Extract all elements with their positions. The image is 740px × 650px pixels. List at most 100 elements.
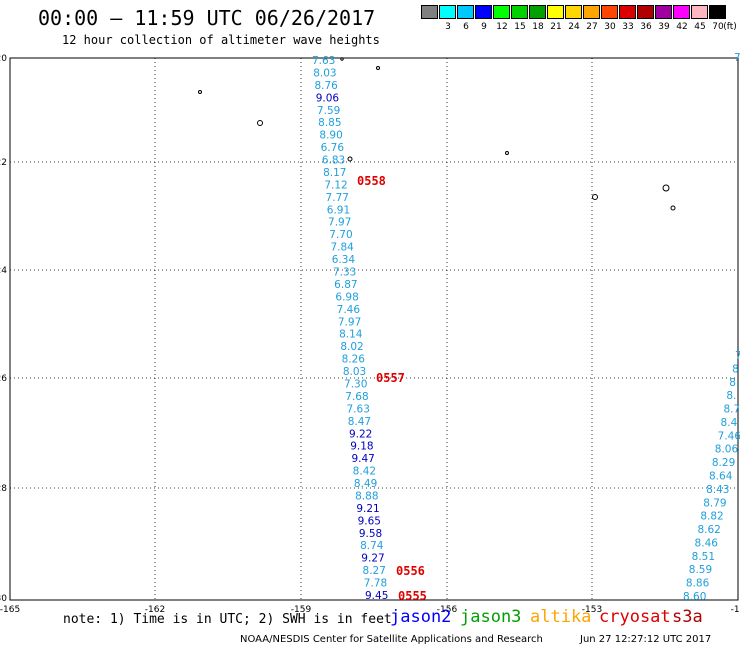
colorbar-tick-label: 27 [586,22,598,32]
wave-height-value: 8.90 [319,130,342,142]
wave-height-value: 8.43 [706,484,729,496]
wave-height-value: 8.74 [360,540,384,552]
wave-height-value: 7.46 [337,304,361,316]
wave-height-value: 7.63 [347,403,370,415]
colorbar-tick-label: 6 [463,22,469,32]
wave-height-value: 7.78 [364,578,387,590]
colorbar-tick-label: 70 [712,22,724,32]
wave-height-value: 6.98 [335,291,358,303]
wave-height-value: 8.60 [683,591,706,603]
wave-height-value: 9.18 [350,441,373,453]
wave-height-value: 8.86 [686,578,710,590]
island-outline [376,66,380,70]
latitude-label: -30 [0,594,7,604]
longitude-label: -165 [0,605,20,615]
latitude-label: -26 [0,374,7,384]
wave-height-value: 7.12 [324,179,347,191]
island-outline [198,90,202,94]
wave-height-value: 8.46 [695,537,719,549]
wave-height-value: 7.84 [330,242,354,254]
colorbar-tick-label: 12 [496,22,508,32]
map-border [9,57,739,601]
satellite-legend-altika: altika [530,607,592,627]
wave-height-value: 6.91 [327,204,350,216]
altimeter-track-main: 7.638.038.769.067.598.858.906.766.838.17… [312,55,388,602]
wave-height-value: 8. [729,377,739,389]
pass-time-label: 0557 [376,371,405,385]
map-title: 00:00 – 11:59 UTC 06/26/2017 [38,6,376,30]
wave-height-value: 7 [735,350,740,362]
pass-time-labels: 0558 0557 0556 0555 [357,174,427,603]
wave-height-value: 9.65 [358,515,381,527]
wave-height-value: 8.03 [343,366,366,378]
wave-height-value: 9.27 [361,553,384,565]
colorbar-tick-label: 42 [676,22,688,32]
longitude-label: -153 [582,605,602,615]
wave-height-value: 7.77 [326,192,349,204]
colorbar-swatch [439,5,456,19]
map-subtitle: 12 hour collection of altimeter wave hei… [62,33,380,47]
wave-height-value: 7.63 [312,55,335,67]
wave-height-value: 9.21 [356,503,379,515]
wave-height-value: 7.68 [345,391,368,403]
colorbar-swatch [529,5,546,19]
latitude-label: -20 [0,54,7,64]
colorbar-tick-label: 39 [658,22,670,32]
wave-height-value: 8.4 [721,417,738,429]
island-outline [340,57,344,61]
island-outline [670,205,676,211]
longitude-label: -162 [145,605,165,615]
wave-height-value: 9.22 [349,428,372,440]
wave-height-value: 6.87 [334,279,357,291]
longitude-label: -156 [437,605,458,615]
wave-height-value: 7.30 [344,378,367,390]
colorbar-tick-label: 3 [445,22,451,32]
wave-height-value: 8.88 [355,490,378,502]
wave-height-value: 8. [726,390,736,402]
pass-time-label: 0555 [398,589,427,603]
colorbar-swatch [619,5,636,19]
wave-height-value: 8.62 [697,524,720,536]
colorbar-swatch [655,5,672,19]
satellite-legend-jason3: jason3 [460,607,522,627]
latitude-label: -24 [0,266,7,276]
wave-height-value: 8.14 [339,329,363,341]
latitude-label: -28 [0,484,7,494]
generated-timestamp: Jun 27 12:27:12 UTC 2017 [580,634,712,645]
colorbar-tick-label: 9 [481,22,487,32]
colorbar-swatch [457,5,474,19]
footer-note: note: 1) Time is in UTC; 2) SWH is in fe… [63,612,392,627]
wave-height-value: 7.70 [329,229,352,241]
colorbar-tick-label: 24 [568,22,580,32]
wave-height-value: 7.33 [333,267,356,279]
wave-height-value: 8.64 [709,471,733,483]
longitude-label: -159 [291,605,312,615]
satellite-legend-s3a: s3a [672,607,703,627]
colorbar-swatch [565,5,582,19]
wave-height-value: 9.06 [316,92,340,104]
wave-height-value: 7.97 [338,316,361,328]
islands [198,57,676,211]
wave-height-value: 8.49 [354,478,377,490]
island-outline [257,120,263,126]
island-outline [592,194,598,200]
map-graticule [10,58,738,600]
island-outline [505,151,509,155]
pass-time-label: 0556 [396,564,425,578]
colorbar-swatch [637,5,654,19]
island-outline [347,156,353,162]
colorbar-tick-label: 36 [640,22,652,32]
colorbar-swatch [601,5,618,19]
satellite-legend-jason2: jason2 [390,607,452,627]
wave-height-value: 8.42 [353,466,376,478]
colorbar-swatch [511,5,528,19]
wave-height-value: 8.59 [689,564,712,576]
colorbar-swatch [493,5,510,19]
wave-height-value: 8.17 [323,167,346,179]
wave-height-value: 6.76 [321,142,345,154]
colorbar-swatch [547,5,564,19]
wave-height-value: 8.85 [318,117,341,129]
wave-height-value: 8.06 [715,444,739,456]
colorbar-swatch [421,5,438,19]
wave-height-value: 8.02 [340,341,363,353]
